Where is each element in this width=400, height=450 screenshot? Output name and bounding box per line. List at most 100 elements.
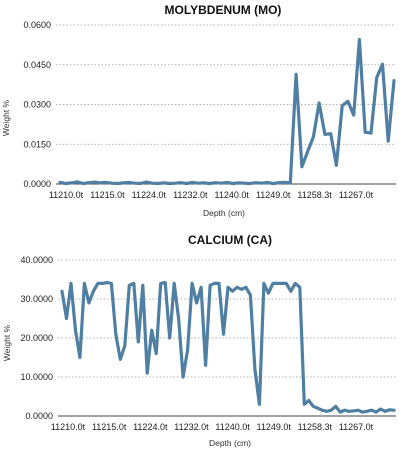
data-point — [110, 282, 113, 285]
data-point — [150, 329, 153, 332]
data-point — [365, 410, 369, 413]
data-point — [168, 336, 171, 340]
data-point — [87, 181, 91, 184]
data-point — [195, 301, 198, 305]
data-point — [262, 282, 266, 285]
data-point — [133, 182, 137, 185]
data-point — [190, 282, 194, 285]
x-tick-label: 11210.0t — [51, 422, 86, 432]
x-tick-label: 11267.0t — [339, 190, 374, 200]
data-point — [361, 410, 364, 414]
x-tick-label: 11210.0t — [49, 190, 84, 200]
data-point — [69, 282, 73, 285]
data-point — [104, 181, 108, 184]
y-tick-label: 0.0000 — [23, 179, 51, 189]
data-point — [387, 139, 390, 143]
data-point — [155, 352, 158, 355]
data-point — [352, 113, 355, 117]
data-point — [347, 410, 351, 413]
data-point — [289, 290, 292, 293]
x-tick-label: 11232.0t — [174, 422, 209, 432]
data-point — [244, 286, 248, 289]
x-tick-label: 11215.0t — [90, 190, 125, 200]
data-point — [214, 181, 217, 184]
y-tick-label: 0.0600 — [23, 20, 51, 30]
data-point — [303, 403, 306, 406]
chart-title: MOLYBDENUM (MO) — [165, 3, 282, 17]
data-point — [267, 292, 270, 295]
data-point — [96, 282, 100, 285]
data-point — [325, 410, 328, 413]
x-tick-label: 11258.3t — [298, 422, 333, 432]
y-tick-label: 0.0450 — [23, 60, 51, 70]
data-point — [358, 38, 361, 41]
data-point — [231, 182, 234, 185]
data-point — [248, 182, 252, 185]
data-point — [260, 182, 263, 185]
data-point — [145, 180, 148, 184]
data-point — [222, 332, 225, 336]
y-tick-label: 0.0000 — [25, 411, 53, 421]
y-tick-label: 10.0000 — [20, 372, 53, 382]
x-tick-label: 11224.0t — [133, 422, 168, 432]
data-point — [83, 282, 86, 285]
data-point — [81, 182, 85, 185]
data-point — [321, 409, 324, 412]
data-point — [374, 410, 378, 414]
data-point — [294, 73, 298, 76]
data-point — [381, 62, 384, 66]
calcium-chart-svg: CALCIUM (CA) 0.0000 10.0000 20.0000 30.0000… — [2, 233, 396, 448]
data-point — [87, 301, 91, 305]
data-point — [329, 132, 332, 135]
y-axis-label: Weight % — [1, 99, 11, 136]
data-point — [204, 364, 207, 367]
data-point — [76, 180, 79, 184]
data-point — [364, 131, 367, 134]
data-point — [181, 375, 185, 379]
data-point — [78, 356, 82, 359]
data-point — [283, 181, 286, 184]
data-point — [343, 409, 346, 412]
data-point — [254, 181, 257, 184]
data-point — [168, 182, 171, 185]
data-point — [208, 182, 211, 185]
data-point — [101, 282, 104, 285]
series-line — [58, 37, 396, 186]
data-point — [114, 332, 118, 336]
data-point — [253, 368, 257, 371]
data-point — [220, 182, 223, 185]
data-point — [369, 131, 373, 135]
data-point — [156, 182, 160, 185]
data-point — [334, 405, 337, 408]
data-point — [240, 288, 243, 291]
y-tick-label: 0.0300 — [23, 100, 51, 110]
data-point — [266, 181, 269, 184]
series-line — [60, 280, 396, 414]
x-tick-label: 11249.0t — [257, 422, 292, 432]
y-tick-label: 20.0000 — [20, 333, 53, 343]
data-point — [162, 181, 165, 185]
data-point — [150, 182, 154, 185]
data-point — [191, 181, 194, 184]
x-tick-label: 11240.0t — [215, 422, 250, 432]
data-point — [159, 282, 162, 285]
data-point — [237, 181, 240, 185]
data-point — [316, 407, 319, 410]
data-point — [346, 100, 350, 103]
data-point — [185, 182, 188, 185]
data-point — [141, 284, 144, 287]
data-point — [139, 182, 142, 185]
y-tick-label: 0.0150 — [23, 139, 51, 149]
data-point — [128, 284, 131, 287]
data-point — [146, 371, 149, 375]
data-point — [243, 182, 246, 185]
data-point — [258, 403, 261, 406]
data-point — [235, 286, 239, 289]
x-tick-label: 11258.3t — [297, 190, 332, 200]
data-point — [231, 290, 234, 293]
data-point — [99, 181, 102, 185]
data-point — [352, 409, 355, 413]
x-tick-label: 11240.0t — [215, 190, 250, 200]
data-point — [58, 181, 62, 184]
y-tick-label: 40.0000 — [20, 255, 53, 265]
